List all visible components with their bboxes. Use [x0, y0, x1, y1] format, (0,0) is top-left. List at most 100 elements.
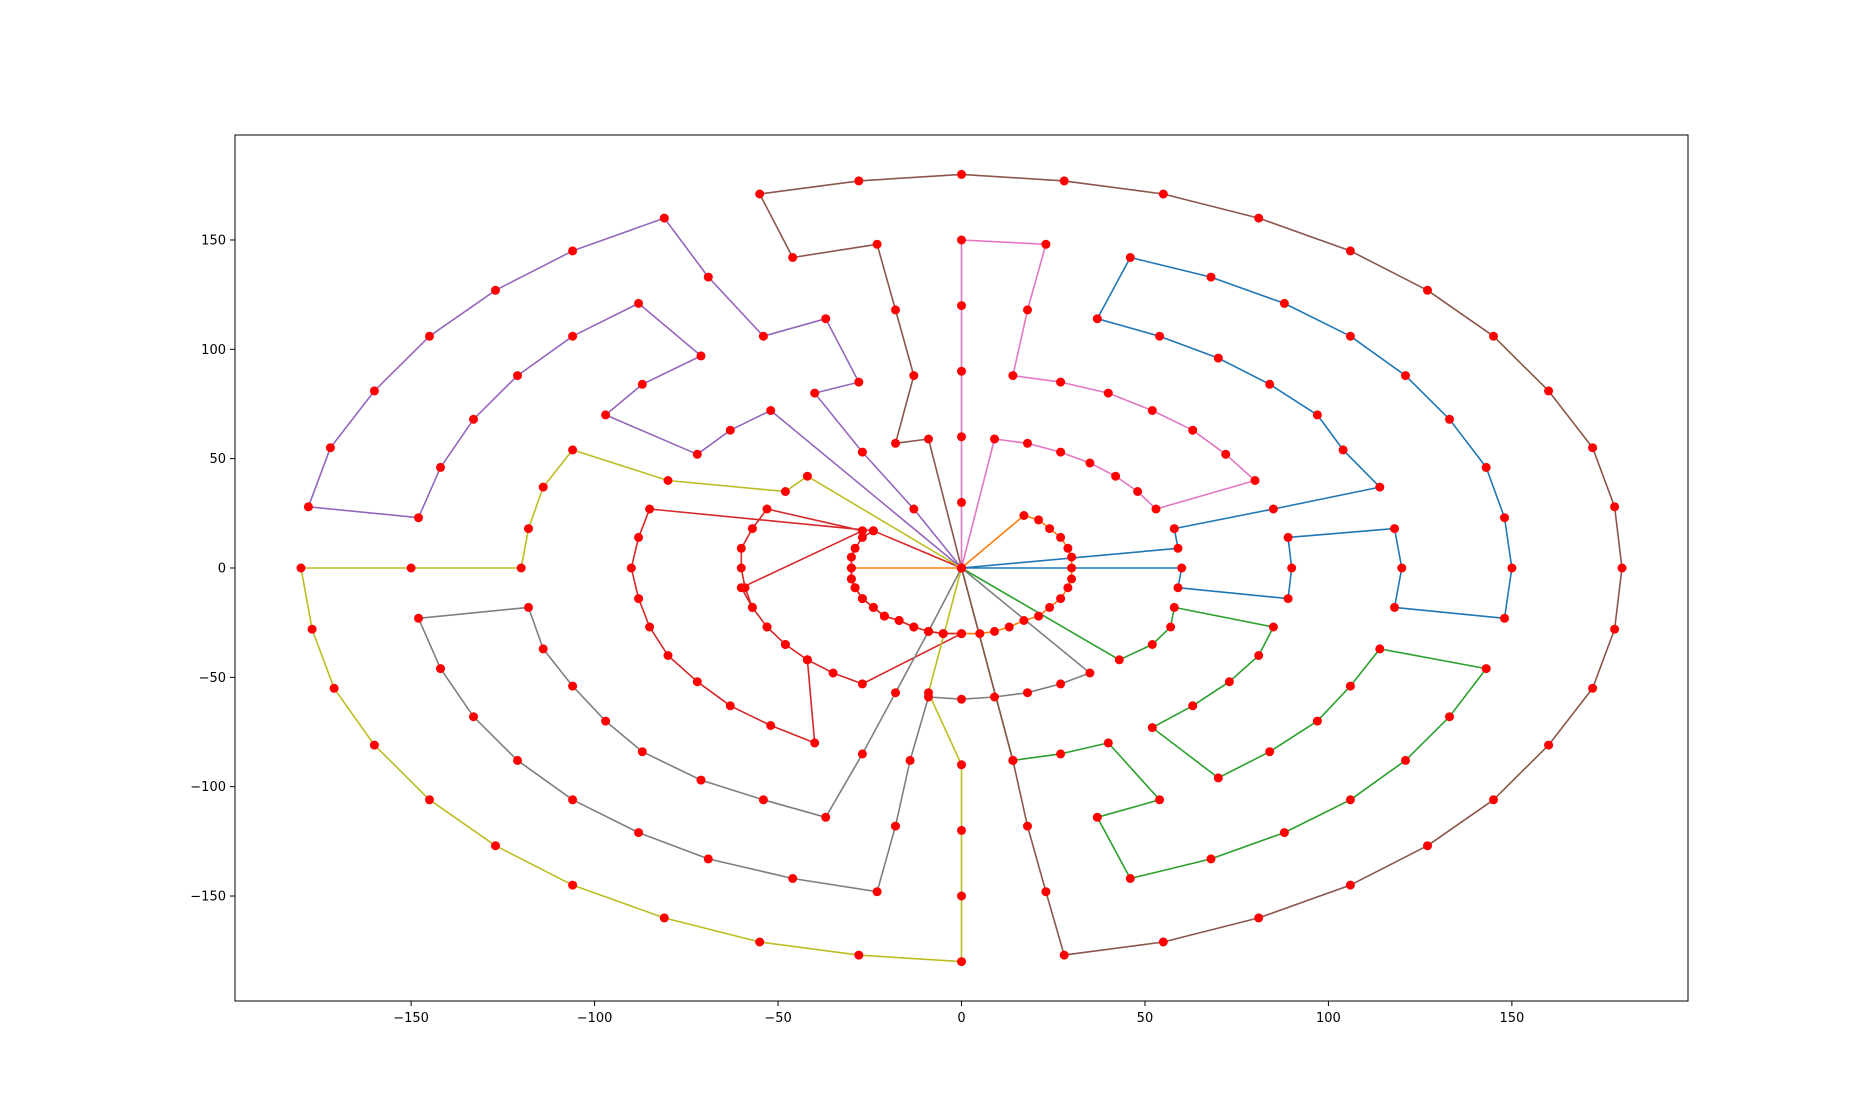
data-point-8-15: [568, 880, 578, 890]
data-point-1-11: [1045, 602, 1055, 612]
data-point-7-18: [703, 854, 713, 864]
data-point-8-3: [663, 476, 673, 485]
data-point-0-15: [1401, 371, 1410, 381]
data-point-3-29: [747, 602, 757, 612]
data-point-1-16: [975, 629, 985, 639]
data-point-5-12: [1254, 213, 1264, 223]
data-point-3-28: [740, 583, 750, 593]
data-point-3-24: [762, 504, 772, 514]
data-point-2-16: [1445, 712, 1454, 722]
data-point-4-22: [637, 379, 647, 389]
data-point-0-21: [1390, 602, 1399, 612]
data-point-5-26: [1254, 913, 1264, 923]
data-point-7-3: [857, 749, 867, 759]
data-point-3-40: [626, 563, 636, 573]
data-point-2-25: [1056, 749, 1066, 759]
data-point-8-16: [659, 913, 669, 923]
data-point-7-15: [513, 755, 522, 765]
data-point-3-7: [850, 583, 860, 593]
data-point-5-23: [1489, 795, 1498, 805]
data-point-4-26: [766, 406, 776, 415]
data-point-7-27: [1056, 679, 1066, 689]
data-point-2-4: [1169, 602, 1179, 612]
data-point-3-30: [762, 622, 772, 632]
data-point-3-17: [828, 668, 838, 678]
y-tick-label: 100: [201, 343, 226, 358]
data-point-5-2: [891, 438, 900, 448]
data-point-3-4: [846, 552, 856, 562]
data-point-8-20: [957, 891, 966, 901]
x-tick-label: −150: [393, 1011, 429, 1026]
data-point-5-30: [1023, 821, 1032, 831]
data-point-2-12: [1312, 716, 1322, 726]
data-point-0-7: [1265, 379, 1275, 389]
data-point-8-19: [957, 957, 966, 967]
data-point-6-15: [1151, 504, 1161, 514]
data-point-3-36: [692, 677, 702, 687]
data-point-5-20: [1610, 624, 1620, 634]
data-point-7-12: [414, 613, 423, 623]
data-point-2-14: [1375, 644, 1385, 654]
data-point-3-37: [663, 651, 673, 660]
y-tick-label: 0: [218, 562, 226, 577]
data-point-7-2: [891, 688, 900, 698]
data-point-0-26: [1283, 594, 1293, 604]
data-point-1-5: [1063, 543, 1073, 553]
data-point-6-2: [957, 432, 966, 442]
data-point-0-5: [1338, 445, 1348, 455]
data-point-2-17: [1401, 755, 1410, 765]
data-point-1-1: [1019, 511, 1029, 520]
data-point-4-2: [857, 447, 867, 457]
data-point-7-4: [821, 812, 831, 822]
data-point-6-4: [957, 301, 966, 311]
data-point-0-28: [1177, 563, 1187, 573]
data-point-3-26: [736, 543, 746, 553]
data-point-0-18: [1500, 513, 1509, 523]
data-point-4-16: [436, 462, 445, 472]
data-point-6-10: [1103, 388, 1113, 398]
data-point-2-2: [1147, 640, 1157, 649]
data-point-3-14: [938, 629, 948, 639]
data-point-3-11: [894, 616, 904, 625]
data-point-4-7: [703, 272, 713, 282]
data-point-3-25: [747, 524, 757, 534]
data-point-4-24: [692, 449, 702, 459]
data-point-3-27: [736, 563, 746, 573]
x-axis-ticks: −150 −100 −50 0 50 100 150: [393, 1001, 1524, 1026]
data-point-3-42: [645, 504, 655, 514]
data-point-6-7: [1023, 305, 1032, 315]
data-point-3-5: [846, 563, 856, 573]
data-point-5-6: [788, 253, 798, 262]
y-tick-label: −100: [190, 780, 226, 795]
data-point-5-3: [909, 371, 919, 381]
data-point-4-1: [909, 504, 919, 514]
data-point-0-6: [1312, 410, 1322, 420]
data-point-8-13: [425, 795, 434, 805]
data-point-6-6: [1041, 239, 1051, 249]
data-point-8-1: [802, 471, 812, 481]
data-point-8-11: [329, 683, 339, 693]
data-point-2-9: [1147, 723, 1157, 733]
data-point-0-2: [1169, 524, 1179, 534]
data-point-0-19: [1507, 563, 1517, 573]
data-point-4-14: [303, 502, 313, 512]
data-point-7-20: [872, 887, 882, 897]
data-point-4-11: [425, 331, 434, 341]
data-point-1-4: [1056, 532, 1066, 542]
data-point-1-13: [1019, 616, 1029, 625]
data-point-4-8: [659, 213, 669, 223]
x-tick-label: −50: [764, 1011, 791, 1026]
data-point-3-6: [846, 574, 856, 584]
data-point-0-13: [1279, 298, 1289, 308]
data-point-0-25: [1287, 563, 1297, 573]
data-point-6-17: [1111, 471, 1121, 481]
data-point-3-41: [634, 532, 644, 542]
data-point-8-22: [957, 760, 966, 770]
y-tick-label: 50: [209, 452, 226, 467]
data-point-6-8: [1008, 371, 1018, 381]
data-point-1-7: [1067, 563, 1077, 573]
data-point-5-24: [1423, 841, 1432, 851]
data-markers: [296, 169, 1627, 967]
data-point-2-6: [1254, 651, 1264, 660]
